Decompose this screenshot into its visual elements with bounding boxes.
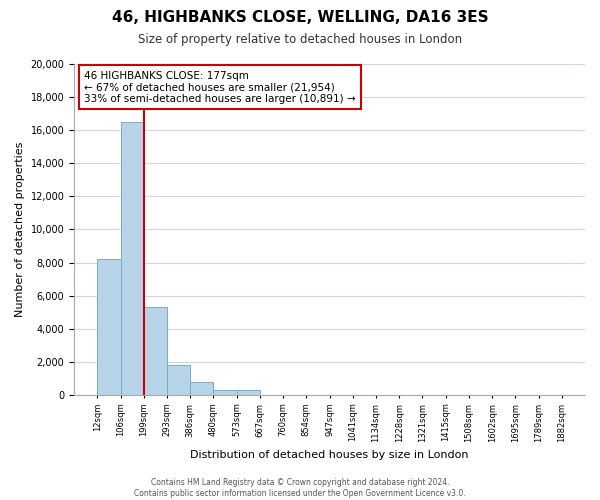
Bar bbox=[236, 390, 260, 395]
X-axis label: Distribution of detached houses by size in London: Distribution of detached houses by size … bbox=[190, 450, 469, 460]
Bar bbox=[144, 307, 167, 395]
Text: 46, HIGHBANKS CLOSE, WELLING, DA16 3ES: 46, HIGHBANKS CLOSE, WELLING, DA16 3ES bbox=[112, 10, 488, 25]
Text: 46 HIGHBANKS CLOSE: 177sqm
← 67% of detached houses are smaller (21,954)
33% of : 46 HIGHBANKS CLOSE: 177sqm ← 67% of deta… bbox=[85, 70, 356, 104]
Bar bbox=[121, 122, 144, 395]
Text: Size of property relative to detached houses in London: Size of property relative to detached ho… bbox=[138, 32, 462, 46]
Y-axis label: Number of detached properties: Number of detached properties bbox=[15, 142, 25, 317]
Bar bbox=[97, 259, 121, 395]
Bar bbox=[214, 390, 236, 395]
Bar bbox=[190, 382, 214, 395]
Text: Contains HM Land Registry data © Crown copyright and database right 2024.
Contai: Contains HM Land Registry data © Crown c… bbox=[134, 478, 466, 498]
Bar bbox=[167, 365, 190, 395]
